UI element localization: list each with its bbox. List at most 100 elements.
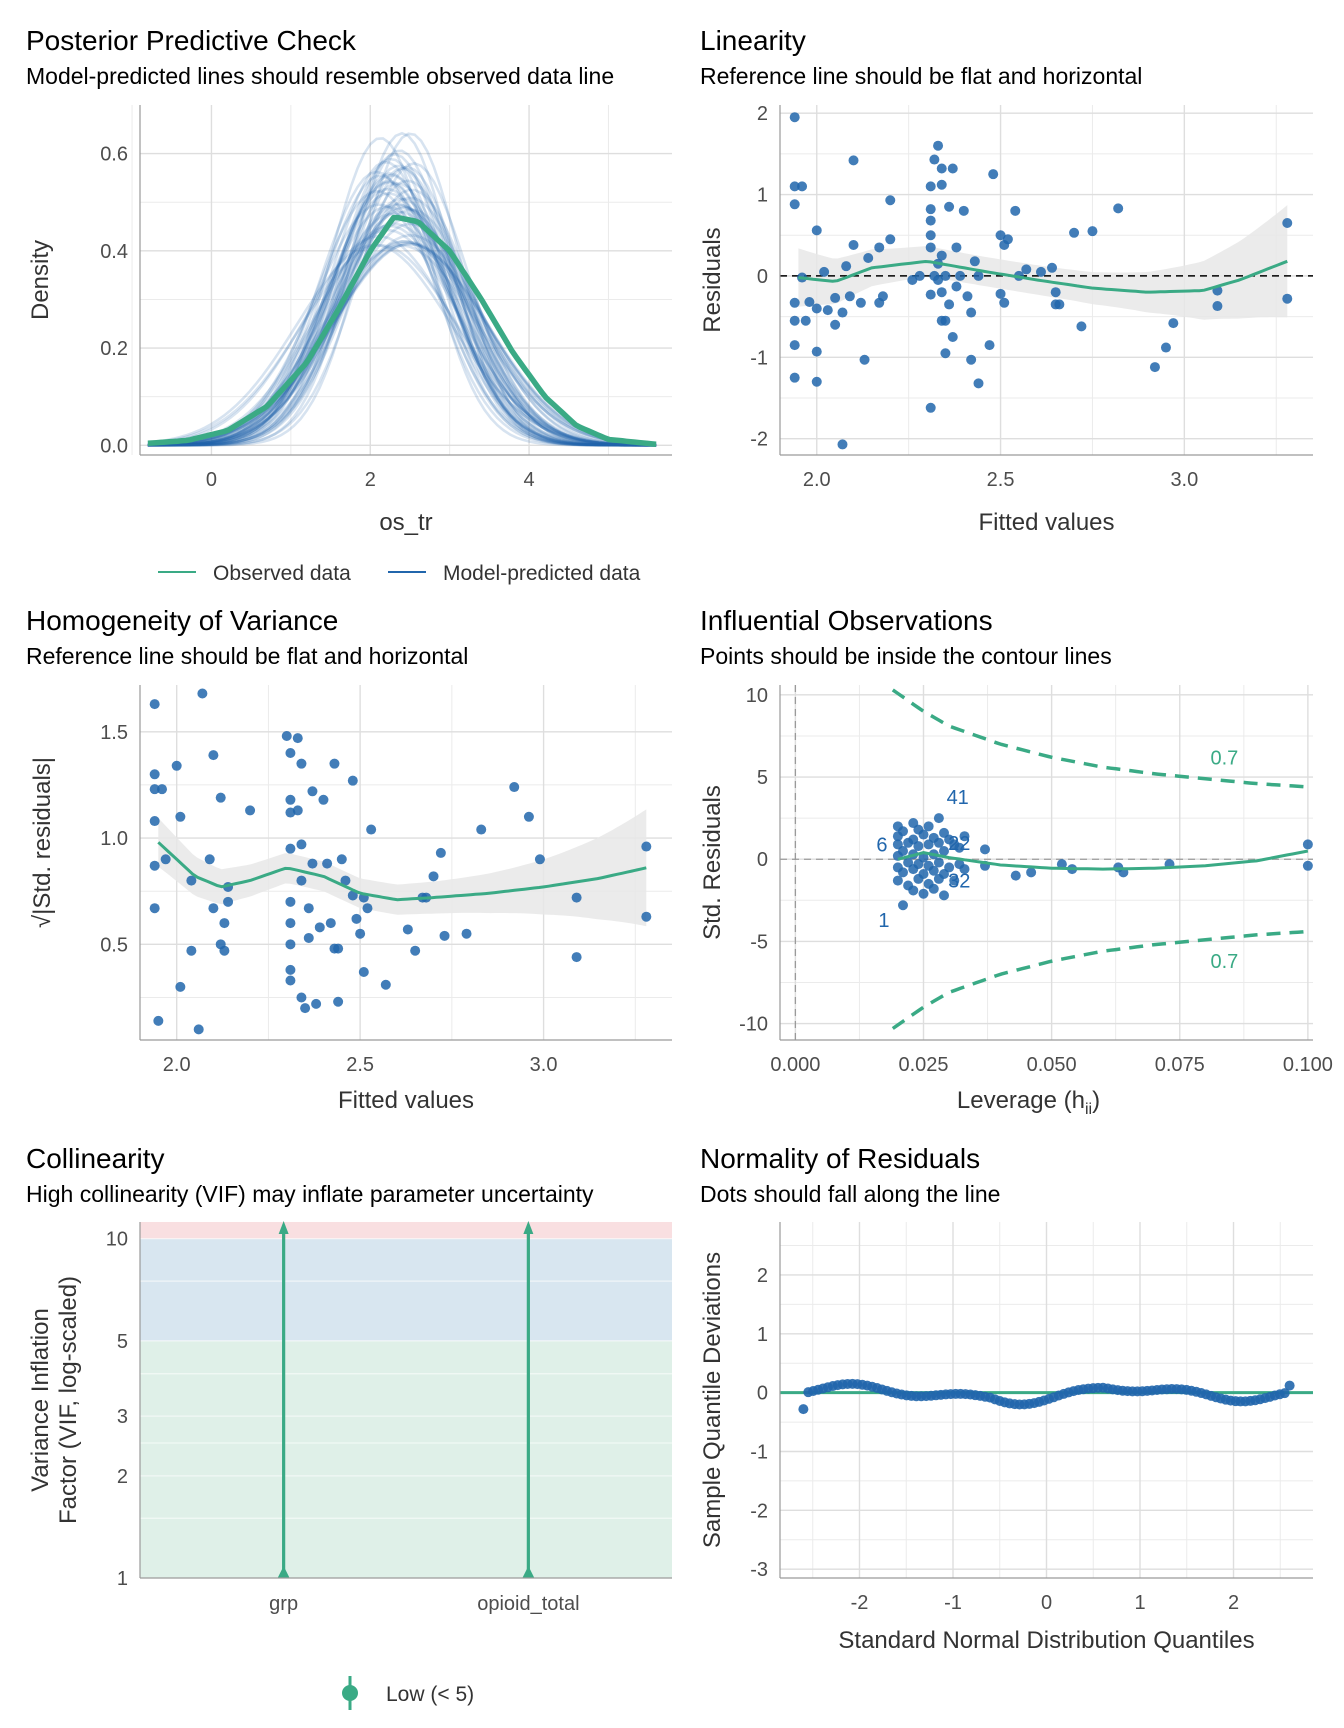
scale-location-point bbox=[285, 843, 296, 854]
legend-observed-label: Observed data bbox=[213, 562, 351, 585]
leverage-point bbox=[913, 841, 924, 852]
residual-point bbox=[1054, 299, 1065, 310]
observation-label: 22 bbox=[948, 833, 970, 855]
y-tick-label: 10 bbox=[106, 1229, 128, 1251]
residual-point bbox=[973, 270, 984, 281]
scale-location-point bbox=[340, 875, 351, 886]
x-tick-label: -2 bbox=[851, 1592, 869, 1614]
scale-location-point bbox=[208, 903, 219, 914]
x-axis-label: Fitted values bbox=[978, 509, 1114, 536]
residual-point bbox=[947, 163, 958, 174]
x-tick-label: 0 bbox=[1041, 1592, 1052, 1614]
scale-location-point bbox=[153, 1015, 164, 1026]
scale-location-point bbox=[322, 858, 333, 869]
model-predicted-density-line bbox=[147, 182, 657, 447]
x-tick-label: 2.5 bbox=[346, 1054, 374, 1076]
residual-point bbox=[951, 242, 962, 253]
residual-point bbox=[944, 201, 955, 212]
model-predicted-density-line bbox=[147, 208, 657, 447]
vif-point-marker bbox=[277, 1566, 290, 1578]
leverage-point bbox=[892, 875, 903, 886]
x-tick-label: 3.0 bbox=[1170, 469, 1198, 491]
model-predicted-density-line bbox=[147, 187, 657, 447]
model-predicted-density-line bbox=[147, 234, 657, 447]
residual-point bbox=[841, 261, 852, 272]
scale-location-point bbox=[571, 952, 582, 963]
scale-location-point bbox=[641, 841, 652, 852]
x-tick-label: 0.075 bbox=[1155, 1054, 1205, 1076]
qq-point bbox=[1284, 1380, 1295, 1391]
model-predicted-density-line bbox=[147, 164, 657, 447]
observation-label: 41 bbox=[947, 787, 969, 809]
y-axis-label: Residuals bbox=[699, 227, 726, 332]
panel-title: Linearity bbox=[700, 25, 806, 56]
residual-point bbox=[830, 292, 841, 303]
residual-point bbox=[1212, 301, 1223, 312]
scale-location-point bbox=[296, 875, 307, 886]
x-axis-label-main: Leverage (h bbox=[957, 1087, 1085, 1114]
scale-location-point bbox=[219, 918, 230, 929]
leverage-point bbox=[928, 883, 939, 894]
residual-point bbox=[789, 199, 800, 210]
scale-location-point bbox=[333, 996, 344, 1007]
y-tick-label: 1 bbox=[757, 185, 768, 207]
model-predicted-density-line bbox=[147, 210, 657, 447]
y-tick-label: -1 bbox=[750, 347, 768, 369]
leverage-point bbox=[918, 852, 929, 863]
residual-point bbox=[789, 372, 800, 383]
residual-point bbox=[984, 340, 995, 351]
scale-location-point bbox=[318, 794, 329, 805]
y-tick-label: -2 bbox=[750, 1500, 768, 1522]
model-predicted-density-line bbox=[147, 152, 657, 447]
scale-location-point bbox=[285, 964, 296, 975]
leverage-point bbox=[918, 829, 929, 840]
y-tick-label: 1 bbox=[757, 1324, 768, 1346]
model-predicted-density-line bbox=[147, 132, 657, 447]
scale-location-point bbox=[149, 769, 160, 780]
y-tick-label: 0 bbox=[757, 266, 768, 288]
residual-point bbox=[925, 204, 936, 215]
leverage-point bbox=[898, 867, 908, 878]
leverage-point bbox=[933, 837, 944, 848]
y-tick-label: 10 bbox=[746, 685, 768, 707]
vif-interval-arrow bbox=[278, 1221, 289, 1234]
vif-interval-arrow bbox=[523, 1221, 534, 1234]
scale-location-point bbox=[296, 758, 307, 769]
scale-location-point bbox=[285, 748, 296, 759]
residual-point bbox=[1160, 342, 1171, 353]
scale-location-point bbox=[285, 896, 296, 907]
x-axis-label: os_tr bbox=[379, 509, 432, 536]
scale-location-point bbox=[219, 945, 230, 956]
residual-point bbox=[789, 297, 800, 308]
scale-location-point bbox=[329, 758, 340, 769]
vif-point-marker bbox=[522, 1566, 535, 1578]
residual-point bbox=[925, 181, 936, 192]
panel-subtitle: Dots should fall along the line bbox=[700, 1181, 1000, 1207]
residual-point bbox=[811, 225, 822, 236]
residual-point bbox=[955, 270, 966, 281]
leverage-point bbox=[954, 842, 965, 853]
residual-point bbox=[925, 215, 936, 226]
x-tick-label: 3.0 bbox=[530, 1054, 558, 1076]
scale-location-point bbox=[311, 998, 322, 1009]
scale-location-point bbox=[358, 966, 369, 977]
contour-label: 0.7 bbox=[1211, 747, 1239, 769]
model-predicted-density-line bbox=[147, 205, 657, 447]
residual-point bbox=[789, 315, 800, 326]
scale-location-point bbox=[175, 811, 186, 822]
x-tick-label: 2.5 bbox=[987, 469, 1015, 491]
scale-location-point bbox=[292, 805, 303, 816]
model-predicted-density-line bbox=[147, 228, 657, 447]
residual-point bbox=[800, 315, 811, 326]
y-axis-label: Density bbox=[27, 240, 54, 320]
leverage-point bbox=[959, 831, 970, 842]
residual-point bbox=[940, 315, 951, 326]
model-predicted-density-line bbox=[147, 202, 657, 447]
scale-location-point bbox=[461, 928, 472, 939]
model-predicted-density-line bbox=[147, 244, 657, 447]
x-tick-label: 0.025 bbox=[898, 1054, 948, 1076]
residual-point bbox=[819, 266, 830, 277]
model-predicted-density-line bbox=[147, 191, 657, 447]
residual-point bbox=[995, 288, 1006, 299]
scale-location-point bbox=[303, 932, 314, 943]
